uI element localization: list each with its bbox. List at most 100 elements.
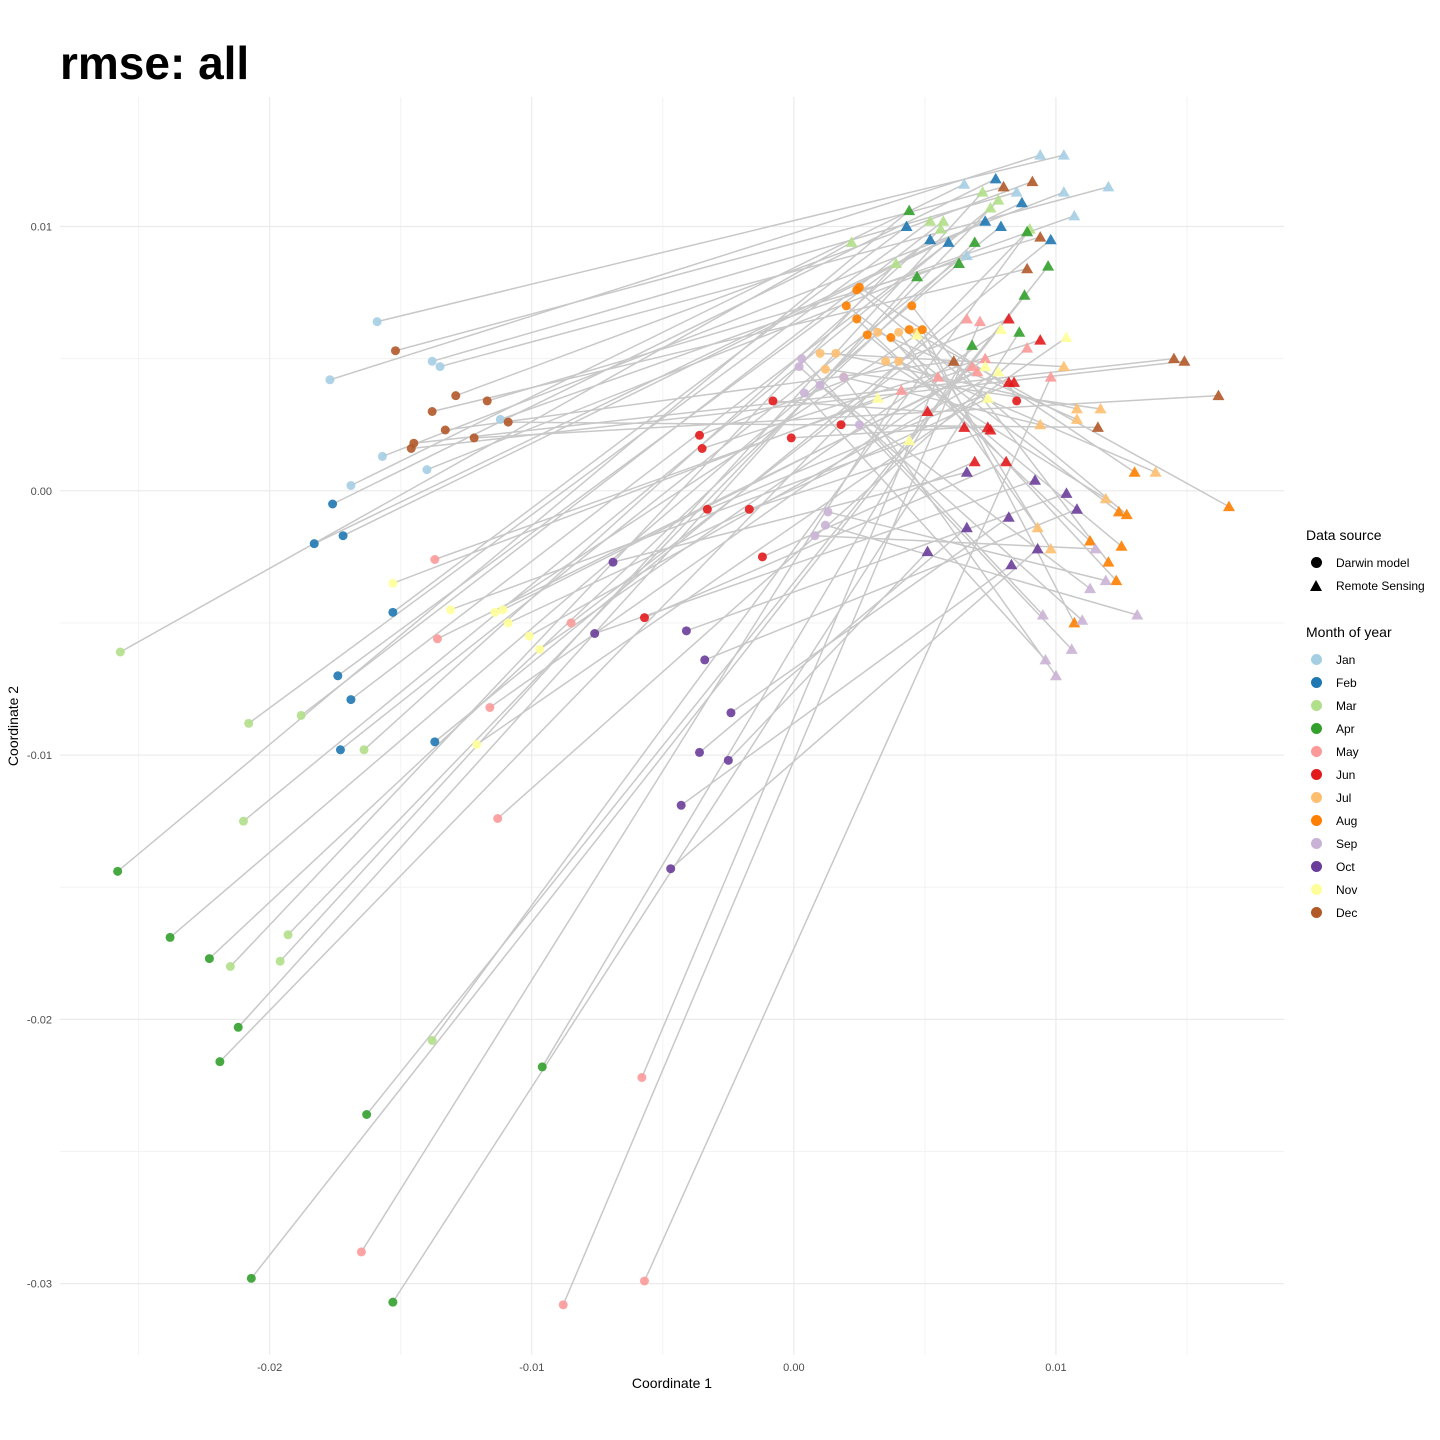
connector-line [117,210,910,872]
legend-swatch [1310,838,1322,849]
connector-line [248,220,931,724]
grid-lines [60,97,1284,1355]
model-point-aug [917,325,927,335]
connector-line [431,191,1017,363]
connector-line [856,318,1091,542]
legend-swatch [1310,746,1322,757]
connector-line [350,241,949,701]
model-point-jun [695,430,705,440]
legend-swatch [1310,792,1322,803]
connector-line [392,225,908,613]
rs-point-may [971,365,984,377]
connector-line [502,365,986,611]
legend-label: Jan [1336,652,1356,667]
color-legend: Month of year Jan Feb Mar Apr May Jun Jul Aug Se… [1306,624,1392,924]
connector-line [707,381,1015,510]
rs-point-aug [1112,505,1125,517]
model-point-nov [388,578,398,588]
rs-point-apr [952,257,965,268]
rs-point-feb [989,172,1002,184]
rs-point-may [932,371,945,382]
model-point-apr [165,932,175,942]
legend-swatch [1310,700,1322,711]
connector-line [332,178,997,505]
model-point-mar [115,647,125,657]
model-point-jul [894,327,904,337]
connector-line [474,394,1219,439]
model-point-nov [503,618,513,628]
rs-point-dec [1091,421,1104,432]
model-point-mar [275,956,285,966]
rs-point-oct [960,521,973,533]
model-point-feb [430,737,440,747]
model-point-may [485,703,495,712]
model-point-jan [495,414,505,424]
connector-line [890,336,1117,582]
legend-swatch [1310,677,1322,688]
x-axis-title: Coordinate 1 [632,1375,712,1391]
connector-line [242,207,991,822]
legend-label: Jun [1336,767,1356,782]
chart-title: rmse: all [60,37,250,89]
legend-item-darwin-model: Darwin model [1306,551,1425,574]
rs-point-jan [1057,149,1070,160]
model-point-jun [836,420,846,430]
rs-point-nov [981,392,994,403]
model-point-aug [886,333,896,342]
connector-line [908,328,1230,508]
rs-point-jun [1002,313,1015,324]
model-point-jul [873,327,883,337]
model-point-sep [820,520,830,530]
legend-label: Sep [1336,836,1358,851]
model-point-jan [427,356,437,366]
connector-line [339,225,1002,751]
model-point-aug [862,330,872,340]
connector-line [749,429,991,510]
rs-point-jul [1070,413,1083,424]
connector-line [494,334,918,613]
legend-item-mar: Mar [1306,694,1392,717]
rs-point-apr [1013,326,1026,337]
legend-label: Oct [1336,859,1355,874]
model-point-aug [841,301,851,311]
model-point-feb [338,531,348,541]
rs-point-dec [997,180,1010,192]
legend-swatch [1310,861,1322,872]
model-point-dec [390,346,400,356]
connector-line [250,265,1049,1279]
rs-point-aug [1084,535,1097,546]
shape-legend: Data source Darwin model Remote Sensing [1306,527,1425,597]
rs-point-dec [1178,355,1191,366]
rs-point-aug [1115,540,1128,551]
model-point-sep [797,354,807,364]
rs-point-dec [1021,262,1034,274]
connector-lines [117,154,1230,1306]
model-point-jan [377,451,387,461]
connector-line [342,220,986,537]
model-point-jan [346,481,356,490]
rs-point-sep [1131,609,1144,620]
rs-point-mar [992,194,1005,205]
rs-point-apr [911,270,924,282]
model-point-apr [537,1062,547,1072]
rs-point-may [1021,342,1034,353]
model-point-mar [225,962,235,971]
rs-point-feb [942,236,955,247]
rs-point-dec [1212,389,1225,401]
model-point-sep [854,420,864,430]
model-point-may [558,1300,568,1310]
triangle-icon [1310,580,1322,591]
connector-line [376,154,1065,323]
rs-point-jun [1002,376,1015,387]
model-point-sep [799,388,809,398]
legend-label: Dec [1336,905,1358,920]
rs-point-jan [960,249,973,261]
connector-line [798,366,1083,621]
connector-line [392,397,879,584]
rs-point-nov [979,360,992,372]
model-point-aug [904,325,914,335]
rs-point-aug [1128,466,1141,477]
model-point-nov [498,605,508,615]
model-point-jul [881,356,891,366]
legend-label: Darwin model [1336,555,1410,570]
